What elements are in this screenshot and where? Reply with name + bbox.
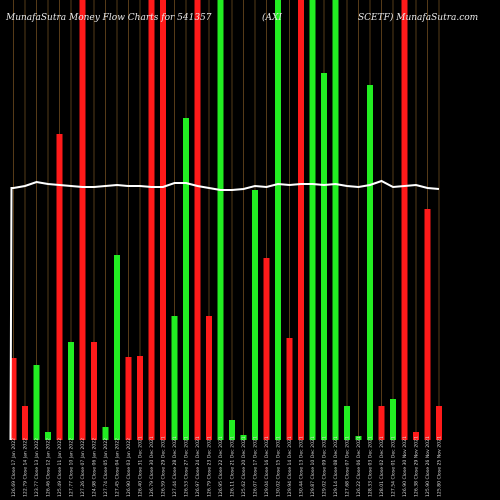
bar-18 [206, 316, 212, 440]
x-tick-label: 126.95 Close 22 Dec 2021 [218, 436, 224, 497]
x-tick-label: 128.33 Close 03 Dec 2021 [368, 436, 374, 497]
x-tick-label: 129.94 Close 14 Dec 2021 [287, 436, 293, 497]
x-tick-label: 125.90 Close 26 Nov 2021 [425, 436, 431, 497]
bar-26 [298, 0, 304, 440]
bar-19 [217, 0, 224, 440]
x-tick-label: 127.74 Close 05 Jan 2022 [103, 438, 109, 497]
bar-17 [194, 0, 201, 440]
bar-30 [344, 406, 350, 440]
x-tick-label: 125.62 Close 20 Dec 2021 [241, 436, 247, 497]
bar-36 [413, 432, 419, 440]
bar-12 [137, 356, 143, 440]
bar-7 [79, 0, 86, 440]
bar-4 [45, 432, 51, 440]
x-tick-label: 127.68 Close 07 Dec 2021 [345, 436, 351, 497]
x-tick-label: 122.79 Close 14 Jan 2022 [23, 438, 29, 497]
bar-10 [114, 255, 120, 440]
bar-8 [91, 342, 97, 440]
x-tick-label: 123.77 Close 13 Jan 2022 [34, 438, 40, 497]
x-tick-label: 124.98 Close 06 Jan 2022 [92, 438, 98, 497]
bar-33 [378, 406, 385, 440]
x-tick-label: 130.44 Close 13 Dec 2021 [299, 436, 305, 497]
bar-14 [160, 0, 166, 440]
bar-29 [332, 0, 339, 440]
bar-25 [286, 338, 293, 440]
x-tick-label: 126.38 Close 29 Nov 2021 [414, 436, 420, 497]
bar-35 [401, 0, 408, 440]
line-series [9, 179, 440, 441]
bar-20 [229, 420, 235, 440]
bar-6 [68, 342, 74, 440]
money-flow-line [9, 179, 440, 441]
chart-title-left: MunafaSutra Money Flow Charts for 541357 [6, 13, 212, 23]
x-tick-label: 126.40 Close 31 Dec 2021 [138, 436, 144, 497]
x-tick-label: 126.90 Close 30 Nov 2021 [402, 436, 408, 497]
x-tick-label: 126.90 Close 03 Jan 2022 [126, 438, 132, 497]
bar-32 [367, 85, 373, 440]
bar-37 [424, 209, 431, 440]
x-tick-label: 128.01 Close 02 Dec 2021 [379, 436, 385, 497]
bar-27 [309, 0, 316, 440]
x-tick-label: 129.14 Close 08 Dec 2021 [333, 436, 339, 497]
x-tick-label: 127.26 Close 07 Jan 2022 [80, 438, 86, 497]
bar-series [10, 0, 442, 440]
x-tick-label: 126.22 Close 06 Dec 2021 [356, 436, 362, 497]
bar-9 [102, 427, 109, 440]
bar-3 [33, 365, 40, 440]
bar-1 [10, 358, 17, 440]
bar-11 [125, 357, 132, 440]
x-tick-label: 127.45 Close 04 Jan 2022 [115, 438, 121, 497]
bar-21 [240, 435, 247, 440]
bar-16 [183, 118, 189, 440]
x-tick-label: 126.53 Close 27 Dec 2021 [184, 436, 190, 497]
x-tick-label: 125.80 Close 25 Nov 2021 [437, 436, 443, 497]
x-tick-label: 127.77 Close 10 Jan 2022 [69, 438, 75, 497]
x-tick-label: 126.79 Close 23 Dec 2021 [207, 436, 213, 497]
bar-22 [252, 190, 258, 440]
bar-24 [275, 0, 281, 440]
chart-title-middle: (AXI [262, 13, 282, 23]
x-tick-label: 127.54 Close 01 Dec 2021 [391, 436, 397, 497]
x-tick-label: 125.49 Close 11 Jan 2022 [57, 438, 63, 497]
bar-23 [263, 258, 270, 440]
bar-31 [355, 436, 362, 440]
bar-38 [436, 406, 442, 440]
x-tick-label: 126.69 Close 17 Jan 2022 [11, 438, 17, 497]
x-tick-label: 126.79 Close 30 Dec 2021 [149, 436, 155, 497]
x-axis-labels: 126.69 Close 17 Jan 2022 122.79 Close 14 … [11, 436, 443, 497]
bar-34 [390, 399, 396, 440]
x-tick-label: 129.02 Close 09 Dec 2021 [322, 436, 328, 497]
x-tick-label: 126.07 Close 17 Dec 2021 [253, 436, 259, 497]
x-tick-label: 130.02 Close 15 Dec 2021 [276, 436, 282, 497]
x-tick-label: 129.87 Close 10 Dec 2021 [310, 436, 316, 497]
x-tick-label: 126.97 Close 24 Dec 2021 [195, 436, 201, 497]
x-tick-label: 126.11 Close 21 Dec 2021 [230, 436, 236, 497]
bar-13 [148, 0, 155, 440]
bar-2 [22, 406, 28, 440]
bar-28 [321, 73, 327, 440]
chart-title-right: SCETF) MunafaSutra.com [358, 13, 479, 23]
bar-5 [56, 134, 63, 440]
bar-15 [171, 316, 178, 440]
x-tick-label: 126.46 Close 12 Jan 2022 [46, 438, 52, 497]
x-tick-label: 126.59 Close 29 Dec 2021 [161, 436, 167, 497]
x-tick-label: 129.04 Close 16 Dec 2021 [264, 436, 270, 497]
x-tick-label: 127.44 Close 28 Dec 2021 [172, 436, 178, 497]
